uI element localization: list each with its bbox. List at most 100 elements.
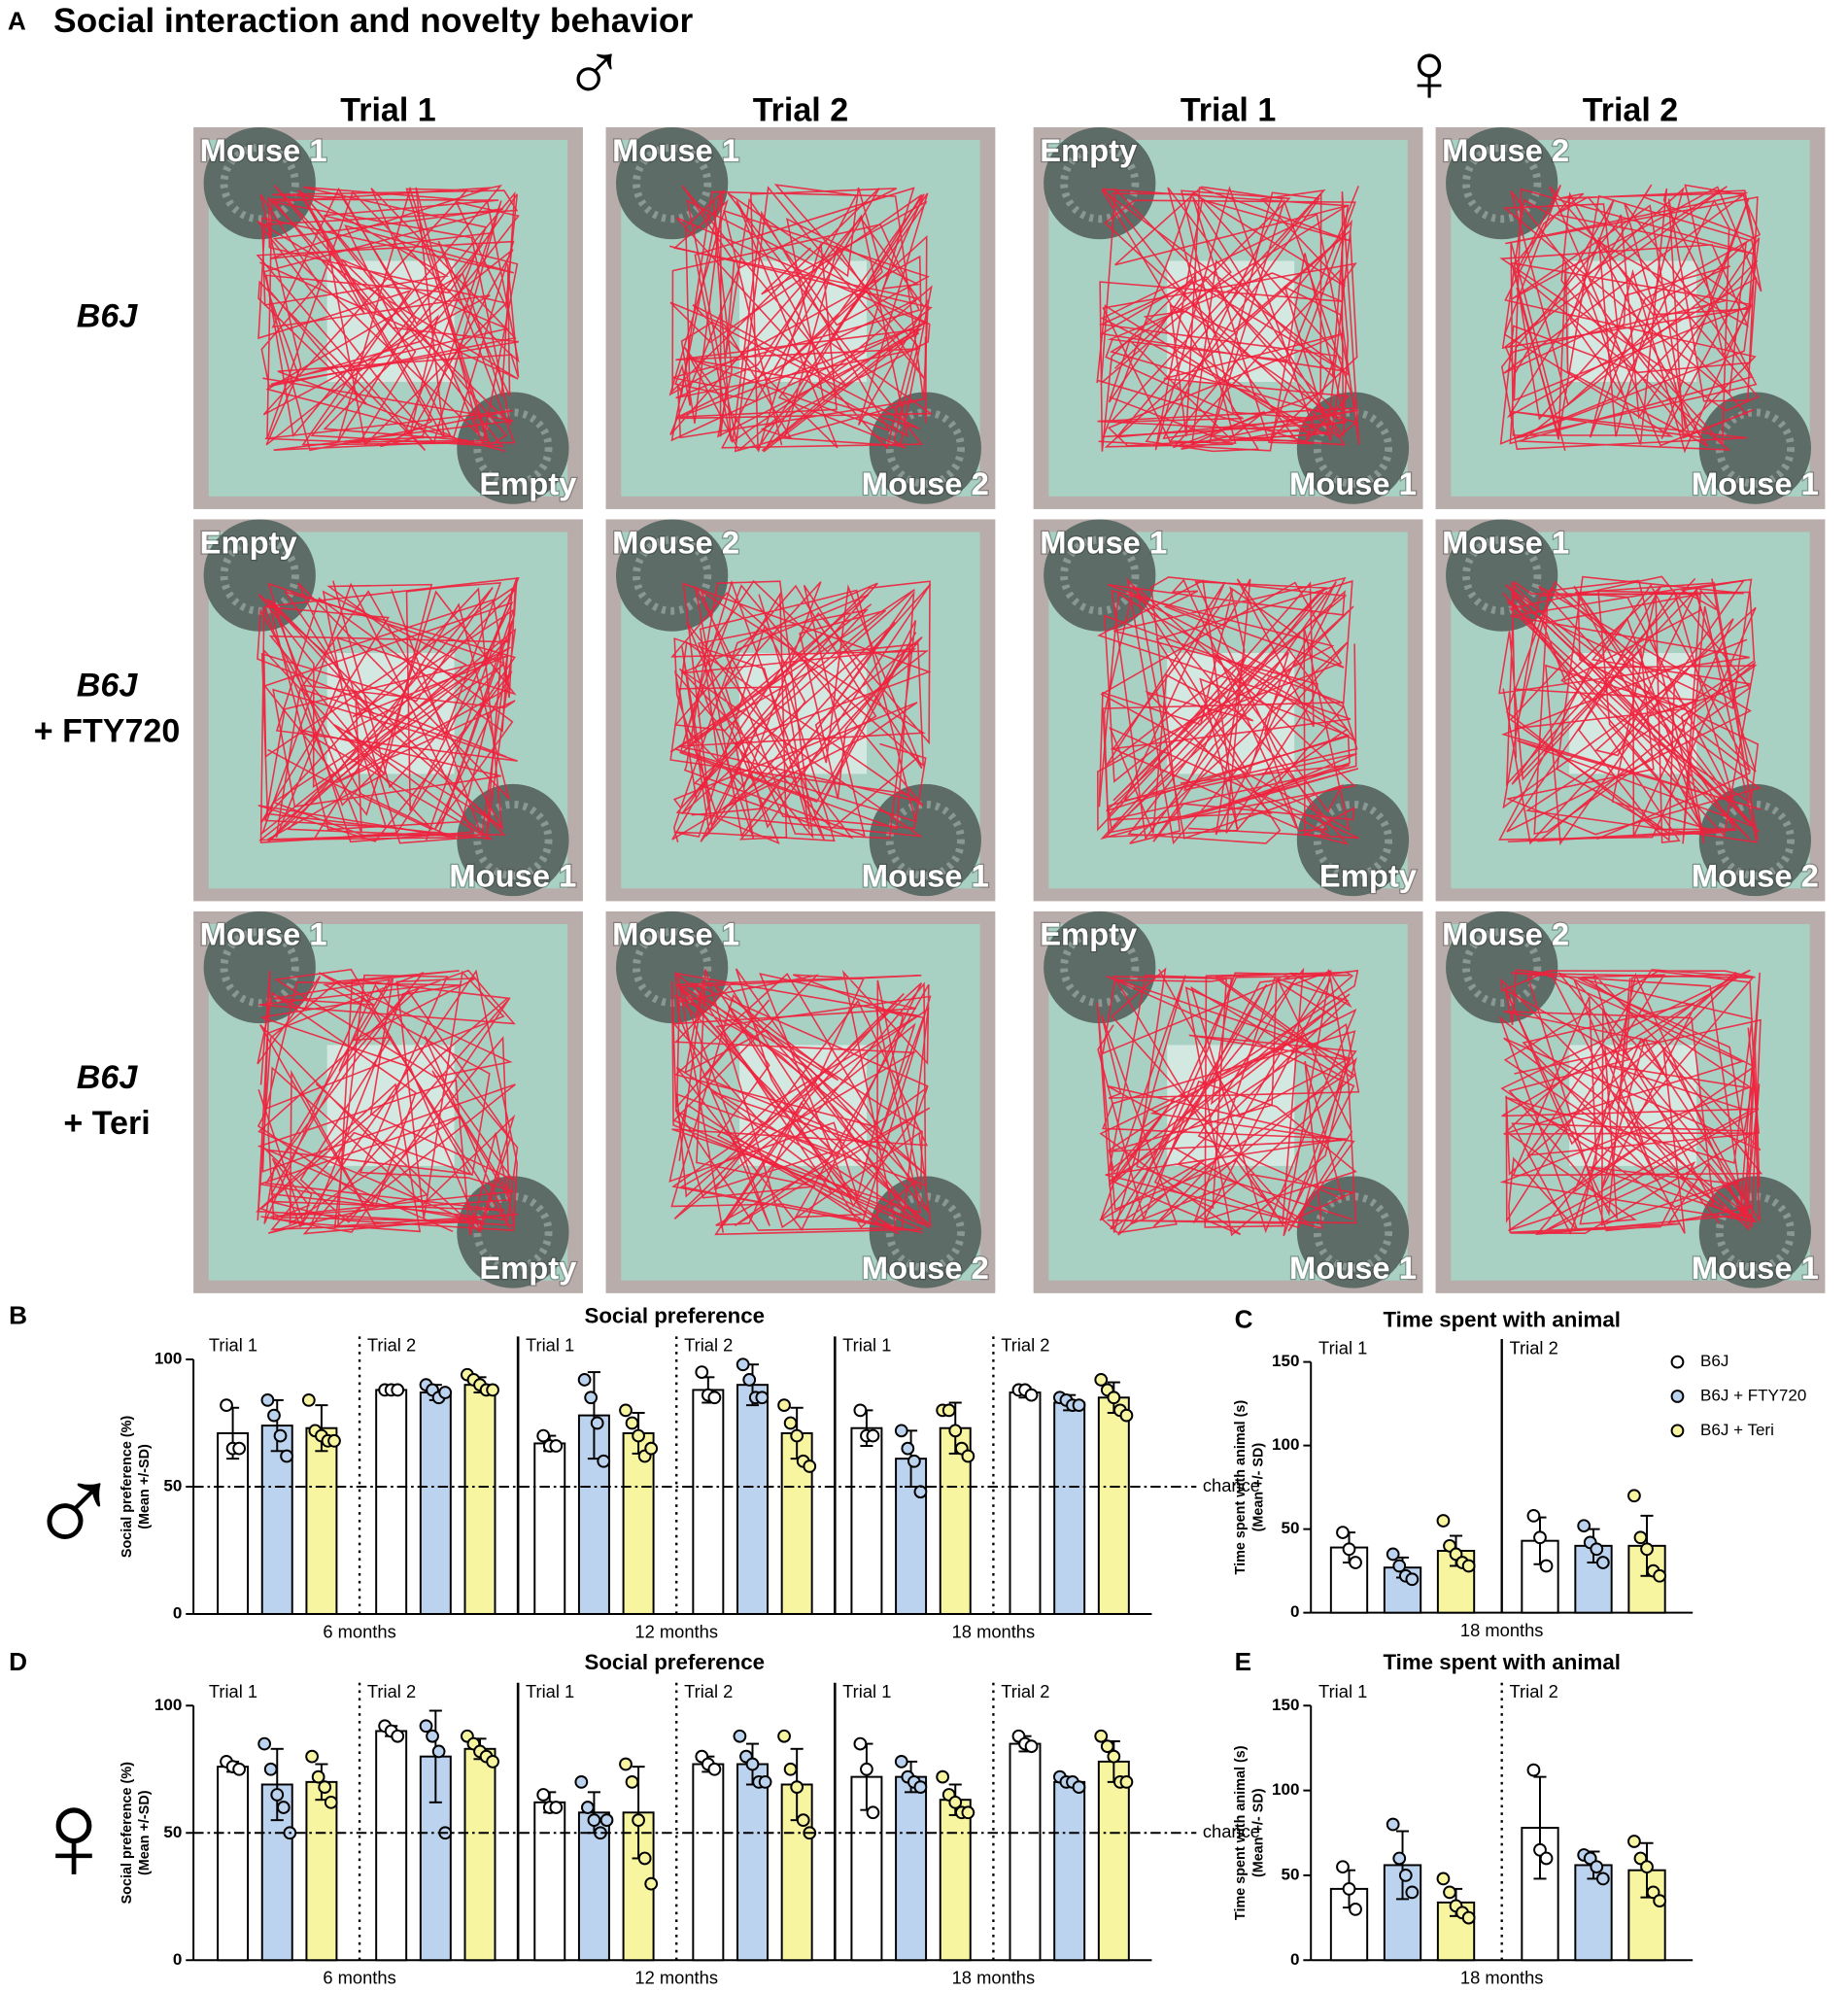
data-point — [796, 1813, 810, 1828]
chart-title: Time spent with animal — [1383, 1650, 1620, 1674]
trial-label: Trial 1 — [842, 1681, 891, 1701]
bar — [375, 1730, 408, 1962]
data-point — [1336, 1526, 1350, 1539]
data-point — [894, 1755, 908, 1769]
data-point — [276, 1801, 291, 1814]
track — [1500, 969, 1763, 1235]
y-tick-label: 50 — [1281, 1519, 1299, 1537]
data-point — [1107, 1749, 1121, 1764]
data-point — [619, 1757, 633, 1771]
data-point — [1653, 1568, 1667, 1583]
data-point — [901, 1441, 915, 1456]
cup — [1044, 126, 1156, 240]
data-point — [803, 1460, 817, 1473]
data-point — [860, 1762, 873, 1776]
bar — [1053, 1401, 1086, 1615]
data-point — [1072, 1398, 1086, 1413]
track — [1498, 575, 1762, 844]
data-point — [853, 1403, 868, 1418]
y-tick-label: 0 — [173, 1603, 182, 1622]
data-point — [1100, 1739, 1114, 1754]
cell-label: Mouse 1 — [1692, 1250, 1819, 1286]
y-tick-label: 0 — [1290, 1950, 1299, 1969]
data-point — [733, 1729, 747, 1743]
data-point — [426, 1729, 439, 1743]
data-point — [783, 1416, 798, 1430]
y-tick-label: 150 — [1272, 1352, 1299, 1370]
bar — [736, 1763, 769, 1962]
data-point — [1405, 1885, 1420, 1900]
cell-label: Mouse 2 — [862, 1250, 989, 1286]
data-point — [1627, 1835, 1641, 1848]
sex-symbol: ♂ — [563, 26, 626, 120]
data-point — [1461, 1910, 1476, 1925]
data-point — [311, 1769, 325, 1784]
data-point — [745, 1757, 760, 1771]
track — [671, 973, 931, 1231]
data-point — [1590, 1542, 1604, 1557]
track — [1099, 186, 1359, 453]
y-tick-label: 150 — [1272, 1696, 1299, 1714]
data-point — [1653, 1894, 1667, 1908]
track — [1502, 578, 1761, 846]
data-point — [318, 1780, 332, 1794]
cup-inner — [633, 144, 712, 223]
data-point — [941, 1403, 956, 1418]
panel-letter: E — [1235, 1647, 1251, 1676]
data-point — [894, 1424, 908, 1438]
data-point — [1072, 1780, 1086, 1794]
data-point — [742, 1373, 757, 1387]
track — [256, 186, 520, 451]
cup-inner — [1060, 927, 1140, 1008]
column-header: Trial 2 — [1583, 91, 1678, 128]
data-point — [866, 1805, 880, 1820]
bar — [850, 1426, 883, 1615]
cup-inner — [885, 1192, 965, 1272]
cup — [1296, 1176, 1410, 1288]
track — [669, 579, 931, 841]
data-point — [438, 1386, 453, 1399]
data-point — [644, 1876, 659, 1891]
bar — [463, 1384, 496, 1615]
y-tick-label: 100 — [154, 1349, 182, 1367]
track — [668, 186, 934, 453]
data-point — [391, 1383, 405, 1397]
group-label: 6 months — [323, 1968, 395, 1988]
cup-inner — [1715, 1192, 1795, 1272]
data-point — [1590, 1860, 1604, 1874]
data-point — [625, 1416, 639, 1430]
data-point — [301, 1393, 316, 1407]
track — [1500, 184, 1761, 452]
cell-label: Mouse 2 — [862, 465, 989, 501]
track — [262, 185, 520, 452]
data-point — [866, 1428, 880, 1443]
data-point — [263, 1762, 278, 1776]
data-point — [391, 1729, 405, 1743]
data-point — [1526, 1763, 1541, 1777]
data-point — [577, 1373, 592, 1387]
data-point — [913, 1485, 928, 1499]
track — [670, 579, 932, 842]
panel-letter: B — [9, 1301, 27, 1330]
y-axis-label: (Mean +/-SD) — [137, 1790, 153, 1875]
data-point — [580, 1801, 595, 1814]
bar — [463, 1747, 496, 1962]
y-axis-label: Time spent with animal (s) — [1233, 1745, 1249, 1920]
data-point — [1386, 1817, 1400, 1832]
cup — [1044, 519, 1156, 632]
track — [259, 582, 517, 844]
track — [257, 577, 518, 843]
data-point — [257, 1736, 272, 1751]
data-point — [536, 1428, 551, 1443]
reference-label: chance — [1203, 1821, 1260, 1841]
cup-inner — [473, 1192, 553, 1272]
trial-label: Trial 2 — [367, 1681, 416, 1701]
trial-label: Trial 1 — [526, 1681, 574, 1701]
row-label: + FTY720 — [34, 713, 180, 750]
y-axis-label: Time spent with animal (s) — [1233, 1400, 1249, 1575]
data-point — [695, 1365, 709, 1379]
figure-title: Social interaction and novelty behavior — [53, 2, 693, 40]
cup — [457, 1176, 569, 1288]
bar — [1009, 1391, 1042, 1615]
